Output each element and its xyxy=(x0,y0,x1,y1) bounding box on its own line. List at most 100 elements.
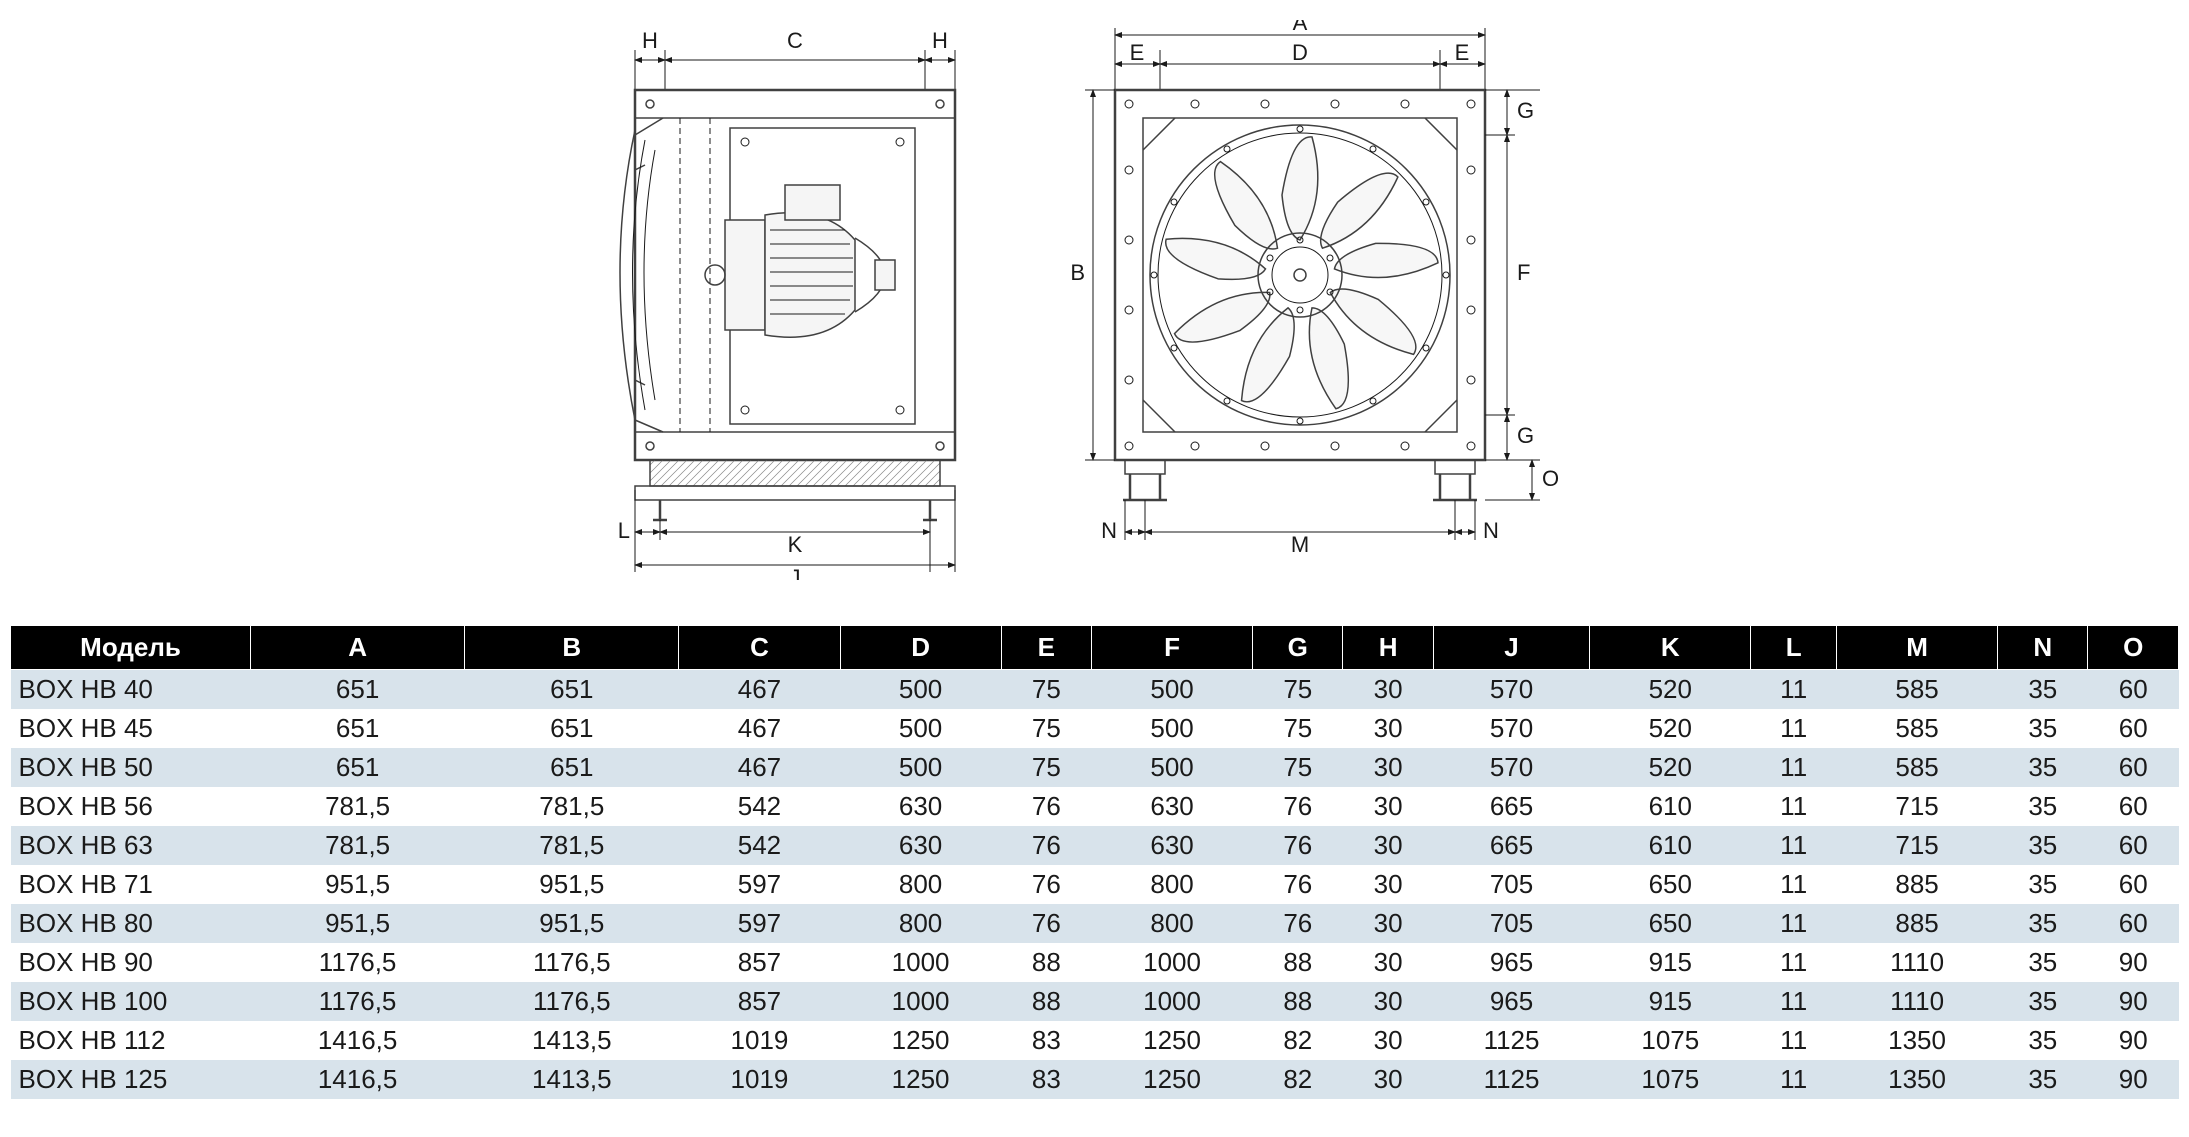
cell-value: 1250 xyxy=(1092,1060,1253,1099)
cell-value: 800 xyxy=(840,865,1001,904)
cell-value: 35 xyxy=(1998,709,2088,748)
cell-value: 11 xyxy=(1751,1060,1837,1099)
label-G-bot: G xyxy=(1517,423,1534,448)
cell-value: 1350 xyxy=(1837,1060,1998,1099)
cell-model: BOX HB 125 xyxy=(11,1060,251,1099)
cell-value: 1350 xyxy=(1837,1021,1998,1060)
dim-bottom-front: N M N xyxy=(1101,500,1499,557)
cell-value: 35 xyxy=(1998,865,2088,904)
cell-value: 800 xyxy=(1092,865,1253,904)
cell-value: 11 xyxy=(1751,748,1837,787)
cell-value: 1176,5 xyxy=(465,943,679,982)
cell-value: 30 xyxy=(1343,904,1433,943)
label-O: O xyxy=(1542,466,1559,491)
cell-value: 570 xyxy=(1433,670,1589,710)
cell-value: 500 xyxy=(840,670,1001,710)
col-J: J xyxy=(1433,626,1589,670)
cell-value: 705 xyxy=(1433,904,1589,943)
cell-value: 35 xyxy=(1998,748,2088,787)
cell-value: 76 xyxy=(1253,865,1343,904)
col-F: F xyxy=(1092,626,1253,670)
cell-value: 11 xyxy=(1751,670,1837,710)
cell-value: 75 xyxy=(1253,748,1343,787)
cell-value: 75 xyxy=(1001,709,1091,748)
table-row: BOX HB 1121416,51413,5101912508312508230… xyxy=(11,1021,2179,1060)
col-model: Модель xyxy=(11,626,251,670)
col-K: K xyxy=(1590,626,1751,670)
dim-left-front: B xyxy=(1070,90,1115,460)
cell-value: 651 xyxy=(465,670,679,710)
cell-model: BOX HB 90 xyxy=(11,943,251,982)
cell-value: 1250 xyxy=(840,1060,1001,1099)
label-N-left: N xyxy=(1101,518,1117,543)
col-E: E xyxy=(1001,626,1091,670)
diagram-area: H C H xyxy=(10,20,2179,585)
cell-value: 35 xyxy=(1998,904,2088,943)
cell-value: 915 xyxy=(1590,943,1751,982)
cell-value: 585 xyxy=(1837,748,1998,787)
cell-value: 60 xyxy=(2088,865,2179,904)
table-row: BOX HB 56781,5781,5542630766307630665610… xyxy=(11,787,2179,826)
cell-value: 75 xyxy=(1253,709,1343,748)
cell-value: 500 xyxy=(1092,748,1253,787)
cell-value: 570 xyxy=(1433,709,1589,748)
cell-value: 1000 xyxy=(840,982,1001,1021)
cell-value: 76 xyxy=(1253,826,1343,865)
cell-value: 35 xyxy=(1998,1021,2088,1060)
cell-value: 597 xyxy=(679,904,840,943)
cell-value: 75 xyxy=(1001,670,1091,710)
cell-value: 520 xyxy=(1590,709,1751,748)
cell-model: BOX HB 100 xyxy=(11,982,251,1021)
cell-value: 1000 xyxy=(840,943,1001,982)
cell-value: 630 xyxy=(1092,787,1253,826)
label-C: C xyxy=(787,28,803,53)
cell-value: 1110 xyxy=(1837,943,1998,982)
table-row: BOX HB 506516514675007550075305705201158… xyxy=(11,748,2179,787)
label-G-top: G xyxy=(1517,98,1534,123)
cell-value: 651 xyxy=(465,748,679,787)
col-B: B xyxy=(465,626,679,670)
cell-value: 11 xyxy=(1751,787,1837,826)
table-row: BOX HB 1001176,51176,5857100088100088309… xyxy=(11,982,2179,1021)
cell-value: 800 xyxy=(840,904,1001,943)
cell-value: 781,5 xyxy=(465,826,679,865)
cell-value: 781,5 xyxy=(465,787,679,826)
cell-value: 585 xyxy=(1837,670,1998,710)
cell-value: 83 xyxy=(1001,1060,1091,1099)
dim-top-side: H C H xyxy=(635,28,955,90)
cell-model: BOX HB 40 xyxy=(11,670,251,710)
cell-value: 915 xyxy=(1590,982,1751,1021)
cell-value: 542 xyxy=(679,826,840,865)
cell-value: 60 xyxy=(2088,709,2179,748)
cell-value: 1075 xyxy=(1590,1060,1751,1099)
cell-value: 11 xyxy=(1751,904,1837,943)
cell-model: BOX HB 45 xyxy=(11,709,251,748)
cell-value: 630 xyxy=(840,826,1001,865)
label-N-right: N xyxy=(1483,518,1499,543)
diagram-front-view: A E D E xyxy=(1045,20,1615,585)
cell-value: 1000 xyxy=(1092,982,1253,1021)
col-M: M xyxy=(1837,626,1998,670)
cell-value: 83 xyxy=(1001,1021,1091,1060)
table-row: BOX HB 406516514675007550075305705201158… xyxy=(11,670,2179,710)
cell-value: 30 xyxy=(1343,826,1433,865)
table-row: BOX HB 901176,51176,58571000881000883096… xyxy=(11,943,2179,982)
cell-value: 30 xyxy=(1343,709,1433,748)
cell-model: BOX HB 71 xyxy=(11,865,251,904)
label-A: A xyxy=(1292,20,1307,35)
label-J: J xyxy=(789,565,800,580)
cell-value: 715 xyxy=(1837,826,1998,865)
cell-value: 542 xyxy=(679,787,840,826)
cell-value: 1416,5 xyxy=(251,1060,465,1099)
cell-value: 651 xyxy=(465,709,679,748)
cell-value: 1110 xyxy=(1837,982,1998,1021)
cell-value: 90 xyxy=(2088,1021,2179,1060)
cell-value: 500 xyxy=(840,709,1001,748)
cell-value: 781,5 xyxy=(251,787,465,826)
cell-value: 30 xyxy=(1343,943,1433,982)
diagram-side-view: H C H xyxy=(575,20,1015,585)
cell-value: 715 xyxy=(1837,787,1998,826)
col-D: D xyxy=(840,626,1001,670)
cell-model: BOX HB 112 xyxy=(11,1021,251,1060)
cell-value: 90 xyxy=(2088,982,2179,1021)
